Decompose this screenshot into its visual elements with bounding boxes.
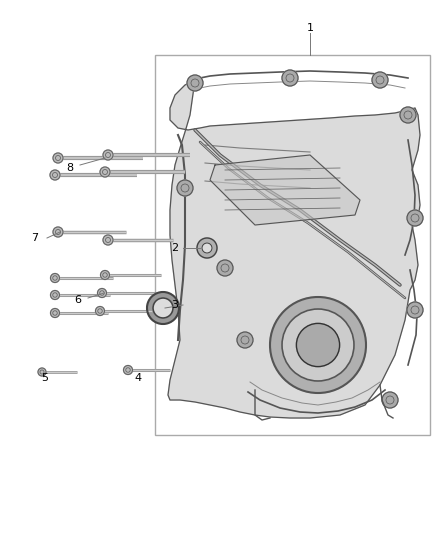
Text: 4: 4 (134, 373, 141, 383)
Circle shape (407, 302, 423, 318)
Text: 3: 3 (172, 300, 179, 310)
Circle shape (50, 290, 60, 300)
Circle shape (400, 107, 416, 123)
Circle shape (53, 153, 63, 163)
Circle shape (177, 180, 193, 196)
Circle shape (124, 366, 133, 375)
Circle shape (187, 75, 203, 91)
Polygon shape (168, 80, 420, 418)
Circle shape (100, 167, 110, 177)
Circle shape (147, 292, 179, 324)
Circle shape (270, 297, 366, 393)
Text: 2: 2 (171, 243, 179, 253)
Text: 8: 8 (67, 163, 74, 173)
Circle shape (53, 227, 63, 237)
Text: 1: 1 (307, 23, 314, 33)
Circle shape (372, 72, 388, 88)
Circle shape (217, 260, 233, 276)
Text: 5: 5 (42, 373, 49, 383)
Text: 7: 7 (32, 233, 39, 243)
Circle shape (297, 324, 339, 367)
Circle shape (197, 238, 217, 258)
Circle shape (95, 306, 105, 316)
Circle shape (407, 210, 423, 226)
Circle shape (382, 392, 398, 408)
Circle shape (100, 271, 110, 279)
Polygon shape (210, 155, 360, 225)
Circle shape (103, 235, 113, 245)
Text: 6: 6 (74, 295, 81, 305)
Circle shape (98, 288, 106, 297)
Circle shape (282, 309, 354, 381)
Circle shape (237, 332, 253, 348)
Circle shape (38, 368, 46, 376)
Circle shape (202, 243, 212, 253)
Circle shape (153, 298, 173, 318)
Circle shape (50, 309, 60, 318)
Circle shape (282, 70, 298, 86)
Circle shape (50, 273, 60, 282)
Circle shape (50, 170, 60, 180)
Circle shape (103, 150, 113, 160)
Bar (155, 55, 430, 435)
